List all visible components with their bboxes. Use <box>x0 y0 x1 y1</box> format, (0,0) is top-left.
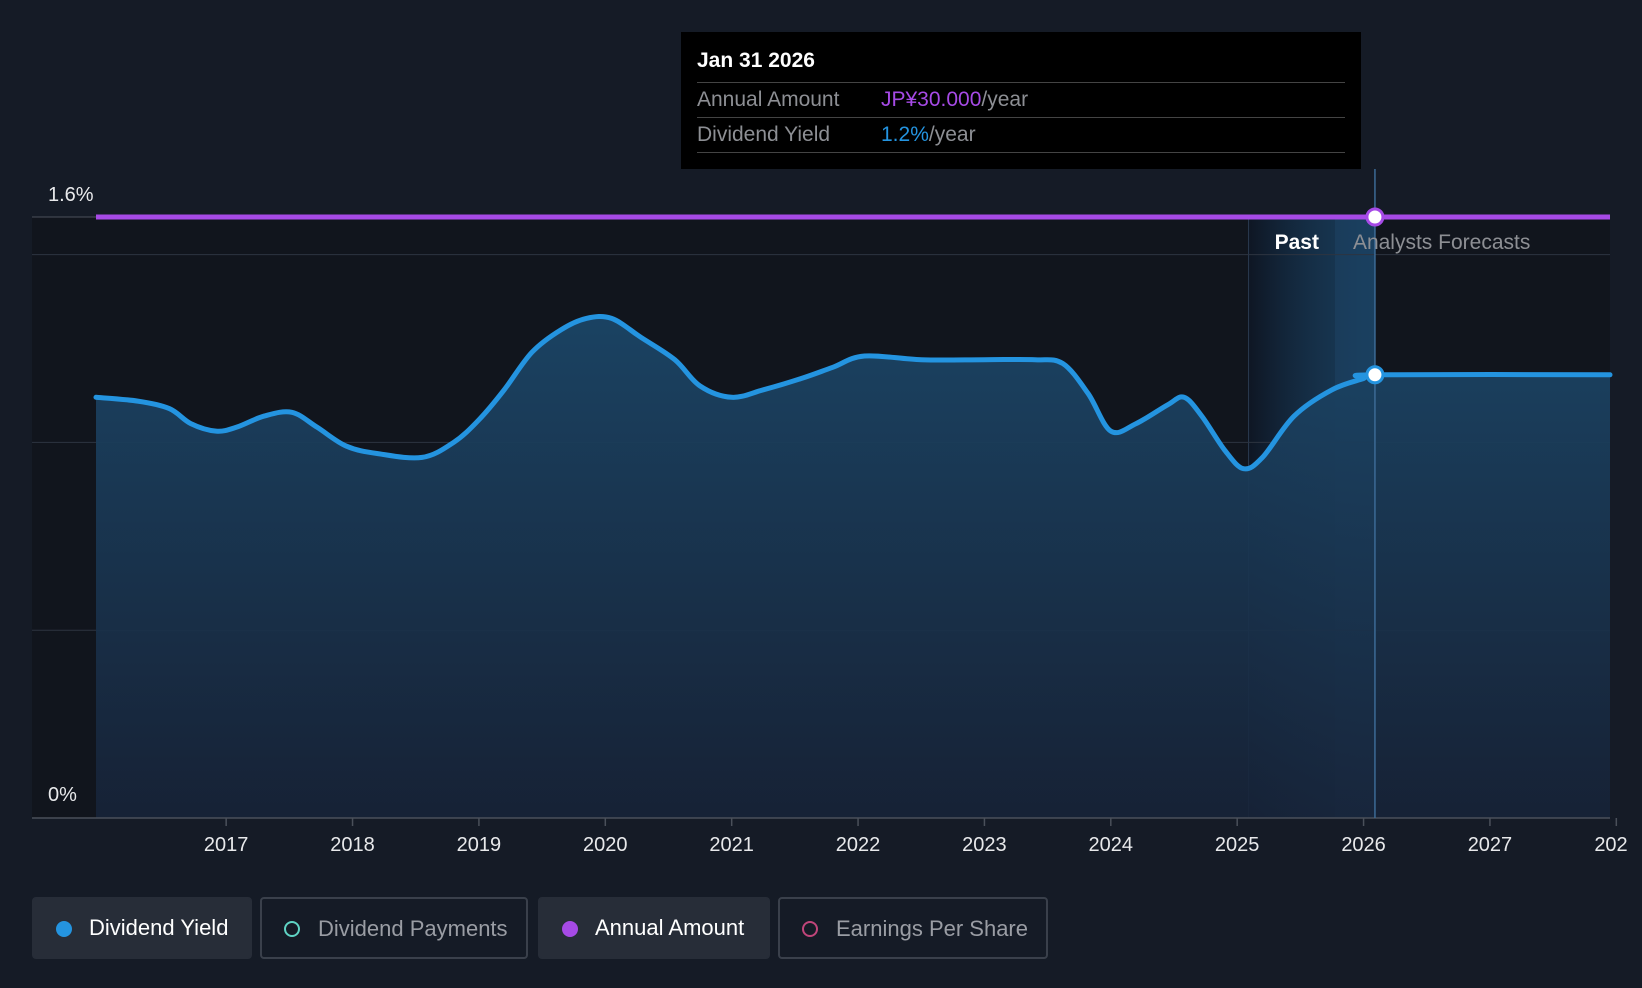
x-tick-label-202: 202 <box>1594 834 1627 856</box>
chart-svg: 1.6% 0% 2017 2018 2019 2020 2021 2022 2023 2024 20… <box>32 169 1628 856</box>
annual-amount-marker <box>1365 207 1385 227</box>
tooltip-annual-amount-label: Annual Amount <box>697 88 840 111</box>
chart-tooltip: Jan 31 2026 Annual Amount JP¥30.000/year … <box>681 32 1361 169</box>
y-axis-max-label: 1.6% <box>48 184 94 206</box>
x-tick-label-2022: 2022 <box>836 834 881 856</box>
legend-dividend-payments[interactable]: Dividend Payments <box>260 897 528 959</box>
dividend-chart[interactable]: 1.6% 0% 2017 2018 2019 2020 2021 2022 2023 2024 20… <box>0 0 1642 880</box>
x-tick-label-2020: 2020 <box>583 834 628 856</box>
tooltip-annual-amount-value: JP¥30.000 <box>881 88 982 111</box>
tooltip-annual-amount-unit: /year <box>981 88 1029 111</box>
past-label: Past <box>1275 231 1319 254</box>
x-tick-label-2025: 2025 <box>1215 834 1260 856</box>
y-axis-min-label: 0% <box>48 784 77 806</box>
analysts-forecasts-label: Analysts Forecasts <box>1353 231 1530 254</box>
x-tick-label-2026: 2026 <box>1341 834 1386 856</box>
legend-dividend-yield-label: Dividend Yield <box>89 915 229 940</box>
legend-earnings-per-share-ring-icon <box>802 921 818 937</box>
dividend-yield-line <box>93 314 1613 472</box>
legend-dividend-payments-ring-icon <box>284 921 300 937</box>
legend-annual-amount-dot-icon <box>562 921 578 937</box>
tooltip-annual-amount-row: Annual Amount JP¥30.000/year <box>697 83 1345 118</box>
legend-dividend-yield[interactable]: Dividend Yield <box>32 897 252 959</box>
x-tick-label-2024: 2024 <box>1089 834 1134 856</box>
dividend-yield-marker <box>1365 365 1385 385</box>
x-tick-label-2027: 2027 <box>1468 834 1513 856</box>
tooltip-dividend-yield-unit: /year <box>928 123 976 146</box>
x-tick-label-2023: 2023 <box>962 834 1007 856</box>
x-tick-label-2019: 2019 <box>457 834 502 856</box>
legend-annual-amount[interactable]: Annual Amount <box>538 897 770 959</box>
legend-earnings-per-share-label: Earnings Per Share <box>836 916 1028 941</box>
legend-dividend-payments-label: Dividend Payments <box>318 916 508 941</box>
x-tick-label-2018: 2018 <box>330 834 375 856</box>
tooltip-dividend-yield-label: Dividend Yield <box>697 123 831 146</box>
dividend-yield-area <box>96 316 1610 818</box>
tooltip-dividend-yield-value: 1.2% <box>881 123 929 146</box>
legend-annual-amount-label: Annual Amount <box>595 915 745 940</box>
tooltip-date: Jan 31 2026 <box>697 46 1345 83</box>
legend-earnings-per-share[interactable]: Earnings Per Share <box>778 897 1048 959</box>
tooltip-dividend-yield-row: Dividend Yield 1.2%/year <box>697 118 1345 153</box>
x-tick-label-2021: 2021 <box>709 834 754 856</box>
legend-dividend-yield-dot-icon <box>56 921 72 937</box>
x-tick-label-2017: 2017 <box>204 834 249 856</box>
